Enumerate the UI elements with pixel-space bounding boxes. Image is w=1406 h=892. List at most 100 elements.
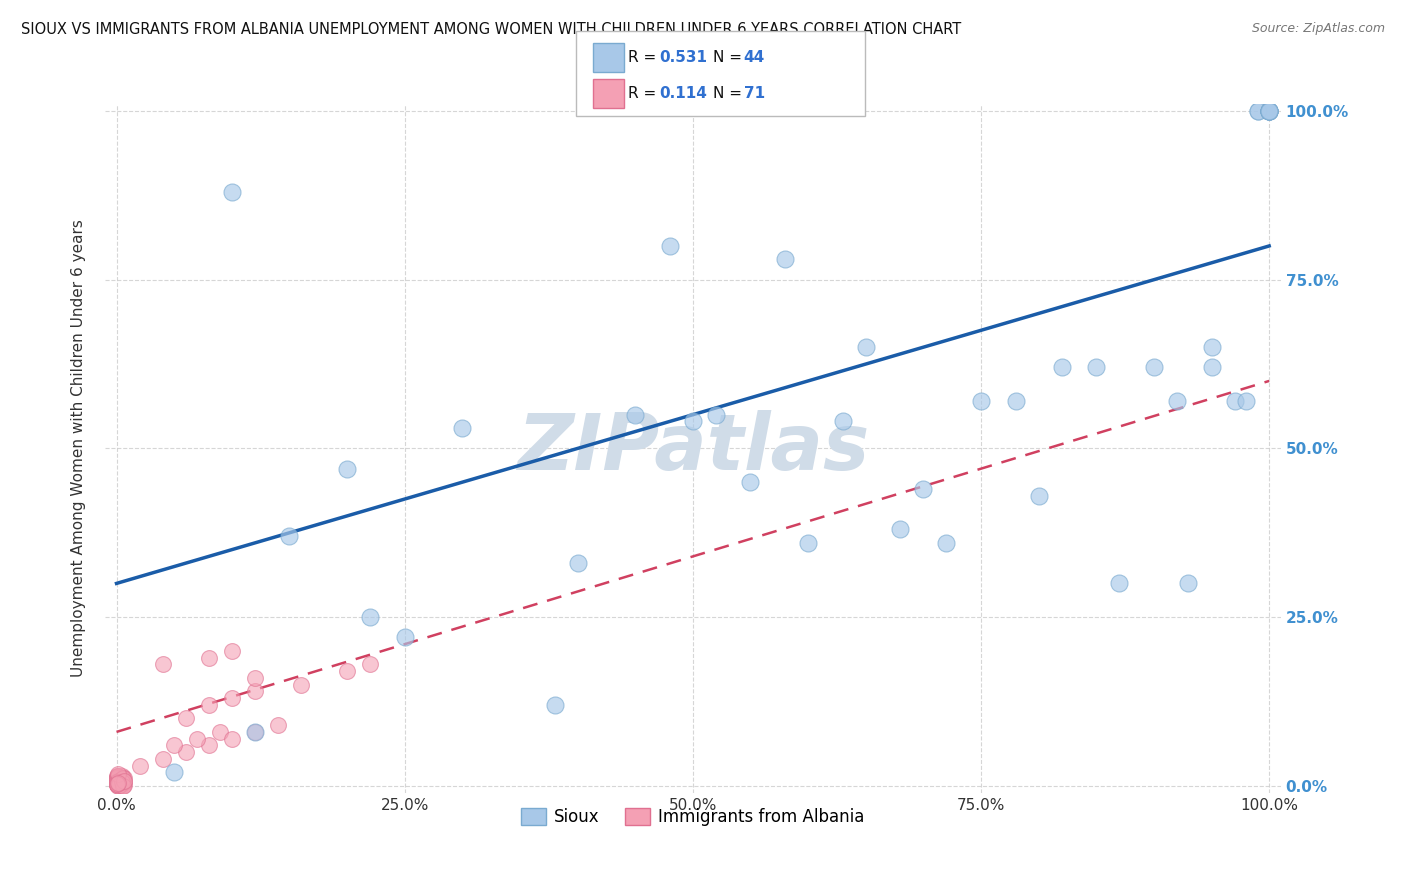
Point	[107, 778, 129, 792]
Point	[704, 408, 727, 422]
Point	[107, 773, 129, 788]
Point	[221, 644, 243, 658]
Point	[110, 777, 132, 791]
Point	[105, 777, 128, 791]
Point	[1166, 394, 1188, 409]
Point	[1246, 103, 1268, 118]
Point	[107, 770, 129, 784]
Point	[105, 769, 128, 783]
Point	[107, 778, 129, 792]
Point	[107, 775, 129, 789]
Point	[108, 775, 131, 789]
Point	[163, 765, 186, 780]
Point	[107, 775, 129, 789]
Point	[935, 536, 957, 550]
Point	[567, 556, 589, 570]
Point	[174, 711, 197, 725]
Text: Source: ZipAtlas.com: Source: ZipAtlas.com	[1251, 22, 1385, 36]
Point	[107, 772, 129, 787]
Point	[105, 771, 128, 785]
Point	[1258, 103, 1281, 118]
Point	[111, 775, 134, 789]
Point	[111, 772, 134, 787]
Point	[1108, 576, 1130, 591]
Point	[108, 778, 131, 792]
Point	[1143, 360, 1166, 375]
Point	[105, 777, 128, 791]
Point	[105, 775, 128, 789]
Point	[624, 408, 647, 422]
Point	[658, 239, 681, 253]
Point	[1258, 103, 1281, 118]
Y-axis label: Unemployment Among Women with Children Under 6 years: Unemployment Among Women with Children U…	[72, 219, 86, 677]
Point	[197, 739, 219, 753]
Point	[107, 772, 129, 787]
Point	[1177, 576, 1199, 591]
Point	[290, 678, 312, 692]
Point	[359, 610, 381, 624]
Point	[107, 766, 129, 780]
Point	[1201, 340, 1223, 354]
Point	[107, 769, 129, 783]
Point	[831, 414, 853, 428]
Point	[278, 529, 301, 543]
Point	[105, 778, 128, 792]
Point	[267, 718, 290, 732]
Point	[243, 671, 266, 685]
Point	[797, 536, 820, 550]
Point	[1258, 103, 1281, 118]
Point	[110, 774, 132, 789]
Point	[107, 778, 129, 792]
Point	[336, 461, 359, 475]
Point	[108, 778, 131, 792]
Point	[1258, 103, 1281, 118]
Point	[197, 650, 219, 665]
Point	[105, 777, 128, 791]
Point	[394, 631, 416, 645]
Point	[107, 779, 129, 793]
Point	[336, 664, 359, 678]
Point	[105, 771, 128, 785]
Point	[855, 340, 877, 354]
Point	[110, 778, 132, 792]
Point	[163, 739, 186, 753]
Point	[108, 776, 131, 790]
Point	[108, 779, 131, 793]
Point	[451, 421, 474, 435]
Point	[107, 777, 129, 791]
Point	[186, 731, 208, 746]
Text: 0.531: 0.531	[659, 50, 707, 65]
Point	[1234, 394, 1257, 409]
Text: SIOUX VS IMMIGRANTS FROM ALBANIA UNEMPLOYMENT AMONG WOMEN WITH CHILDREN UNDER 6 : SIOUX VS IMMIGRANTS FROM ALBANIA UNEMPLO…	[21, 22, 962, 37]
Point	[1258, 103, 1281, 118]
Point	[1223, 394, 1246, 409]
Point	[1258, 103, 1281, 118]
Point	[107, 777, 129, 791]
Point	[111, 779, 134, 793]
Text: N =: N =	[713, 86, 747, 101]
Point	[107, 776, 129, 790]
Point	[110, 774, 132, 789]
Point	[152, 657, 174, 672]
Point	[889, 523, 911, 537]
Point	[105, 773, 128, 788]
Point	[243, 725, 266, 739]
Point	[174, 745, 197, 759]
Point	[221, 691, 243, 706]
Point	[243, 684, 266, 698]
Point	[112, 775, 135, 789]
Point	[209, 725, 232, 739]
Point	[111, 771, 134, 785]
Text: R =: R =	[628, 86, 662, 101]
Point	[970, 394, 993, 409]
Point	[773, 252, 796, 267]
Point	[111, 776, 134, 790]
Point	[107, 777, 129, 791]
Point	[112, 771, 135, 785]
Point	[682, 414, 704, 428]
Point	[107, 778, 129, 792]
Point	[1246, 103, 1268, 118]
Point	[112, 778, 135, 792]
Point	[197, 698, 219, 712]
Text: 0.114: 0.114	[659, 86, 707, 101]
